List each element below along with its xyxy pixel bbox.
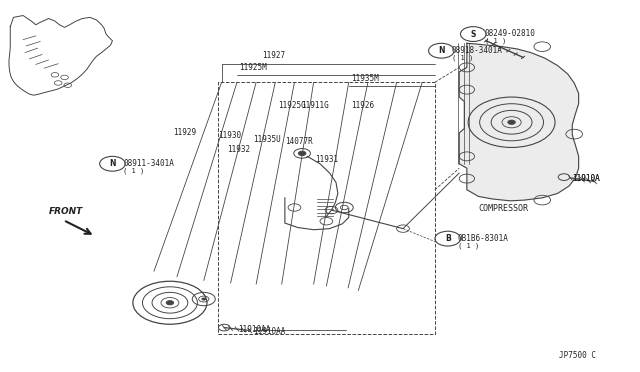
Bar: [218, 82, 435, 334]
Polygon shape: [460, 43, 579, 201]
Text: S: S: [470, 29, 476, 39]
Text: JP7500 C: JP7500 C: [559, 351, 596, 360]
Text: 11931: 11931: [315, 155, 338, 164]
Text: 11935M: 11935M: [351, 74, 378, 83]
Text: 11935U: 11935U: [253, 135, 281, 144]
Text: 0B1B6-8301A: 0B1B6-8301A: [458, 234, 509, 243]
Text: 11930: 11930: [218, 131, 241, 141]
Text: 11910A: 11910A: [572, 174, 600, 183]
Text: 08249-02810: 08249-02810: [484, 29, 536, 38]
Text: 08918-3401A: 08918-3401A: [452, 46, 502, 55]
Text: 11925G: 11925G: [278, 101, 307, 110]
Text: 11910A: 11910A: [572, 174, 600, 183]
Circle shape: [298, 151, 306, 155]
Text: 11929: 11929: [173, 128, 196, 137]
Text: 14077R: 14077R: [285, 137, 312, 146]
Text: ( 1 ): ( 1 ): [458, 242, 479, 248]
Text: 11910AA: 11910AA: [238, 325, 271, 334]
Text: FRONT: FRONT: [49, 208, 83, 217]
Text: 11927: 11927: [262, 51, 285, 60]
Text: N: N: [438, 46, 445, 55]
Text: 11911G: 11911G: [301, 101, 328, 110]
Text: 11926: 11926: [351, 101, 374, 110]
Text: ( 1 ): ( 1 ): [124, 167, 145, 174]
Text: 11932: 11932: [227, 145, 250, 154]
Text: COMPRESSOR: COMPRESSOR: [478, 204, 529, 213]
Text: ( 1 ): ( 1 ): [484, 37, 506, 44]
Text: 08911-3401A: 08911-3401A: [124, 159, 174, 168]
Circle shape: [202, 298, 205, 300]
Circle shape: [508, 120, 515, 125]
Circle shape: [166, 301, 173, 305]
Text: 11910AA: 11910AA: [253, 327, 285, 336]
Text: B: B: [445, 234, 451, 243]
Text: ( 1 ): ( 1 ): [452, 54, 473, 61]
Text: N: N: [109, 159, 116, 168]
Text: 11925M: 11925M: [239, 63, 267, 72]
